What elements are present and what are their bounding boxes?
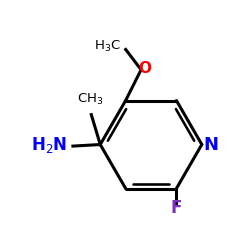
- Text: H$_2$N: H$_2$N: [31, 135, 68, 155]
- Text: N: N: [203, 136, 218, 154]
- Text: O: O: [138, 62, 151, 76]
- Text: H$_3$C: H$_3$C: [94, 38, 121, 54]
- Text: CH$_3$: CH$_3$: [77, 92, 103, 107]
- Text: F: F: [171, 199, 182, 217]
